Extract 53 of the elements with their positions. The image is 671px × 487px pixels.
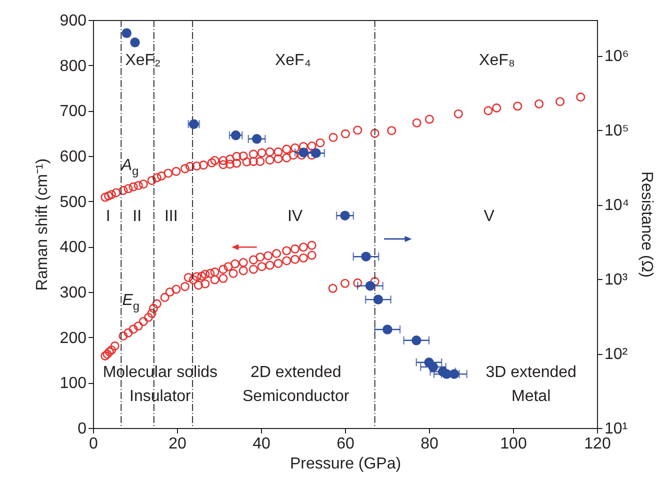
x-tick-label: 120 (584, 436, 611, 452)
annotation: II (132, 208, 142, 225)
x-tick-label: 100 (500, 436, 527, 452)
y-tick-label: 900 (60, 12, 87, 30)
point (122, 28, 132, 38)
y-axis-title: Raman shift (cm⁻¹) (34, 158, 51, 291)
y-tick-label: 400 (60, 239, 87, 256)
y2-tick-label: 10¹ (604, 420, 628, 438)
x-tick-label: 40 (252, 436, 270, 452)
y-tick-label: 800 (60, 58, 87, 75)
y-tick-label: 700 (60, 103, 87, 120)
y-tick-label: 500 (60, 194, 87, 211)
annotation: XeF₂ (125, 52, 161, 69)
y-tick-label: 0 (78, 420, 87, 438)
annotation: Metal (511, 388, 551, 405)
point (340, 210, 350, 220)
annotation: V (484, 208, 495, 225)
y-tick-label: 600 (60, 148, 87, 166)
y2-tick-label: 10⁵ (604, 122, 629, 140)
y-tick-label: 300 (60, 284, 87, 302)
x-axis-title: Pressure (GPa) (290, 456, 402, 472)
y2-tick-label: 10² (604, 346, 628, 364)
point (449, 369, 460, 379)
annotation: Insulator (130, 388, 192, 405)
point (373, 294, 384, 304)
point (298, 148, 308, 158)
x-tick-label: 80 (420, 436, 438, 452)
annotation: IV (287, 208, 303, 225)
x-tick-label: 20 (168, 436, 186, 452)
point (412, 336, 422, 346)
annotation: 2D extended (250, 364, 342, 381)
annotation: 3D extended (486, 364, 576, 381)
annotation: I (106, 208, 110, 225)
annotation: Molecular solids (102, 364, 218, 381)
point (130, 38, 140, 48)
y2-axis-title: Resistance (Ω) (638, 171, 656, 278)
point (428, 362, 438, 372)
x-tick-label: 60 (336, 436, 354, 452)
point (252, 134, 262, 144)
point (361, 252, 371, 262)
y-tick-label: 200 (60, 330, 87, 347)
y-tick-label: 100 (60, 375, 87, 392)
annotation: III (164, 208, 178, 225)
annotation: XeF₈ (479, 52, 516, 69)
y2-tick-label: 10⁴ (604, 197, 630, 214)
y2-tick-label: 10⁶ (604, 48, 629, 66)
x-tick-label: 0 (89, 436, 98, 452)
point (311, 148, 321, 158)
y2-tick-label: 10³ (604, 272, 628, 289)
point (365, 280, 376, 291)
annotation: Semiconductor (242, 388, 350, 405)
point (382, 324, 392, 334)
annotation: XeF₄ (274, 52, 311, 69)
